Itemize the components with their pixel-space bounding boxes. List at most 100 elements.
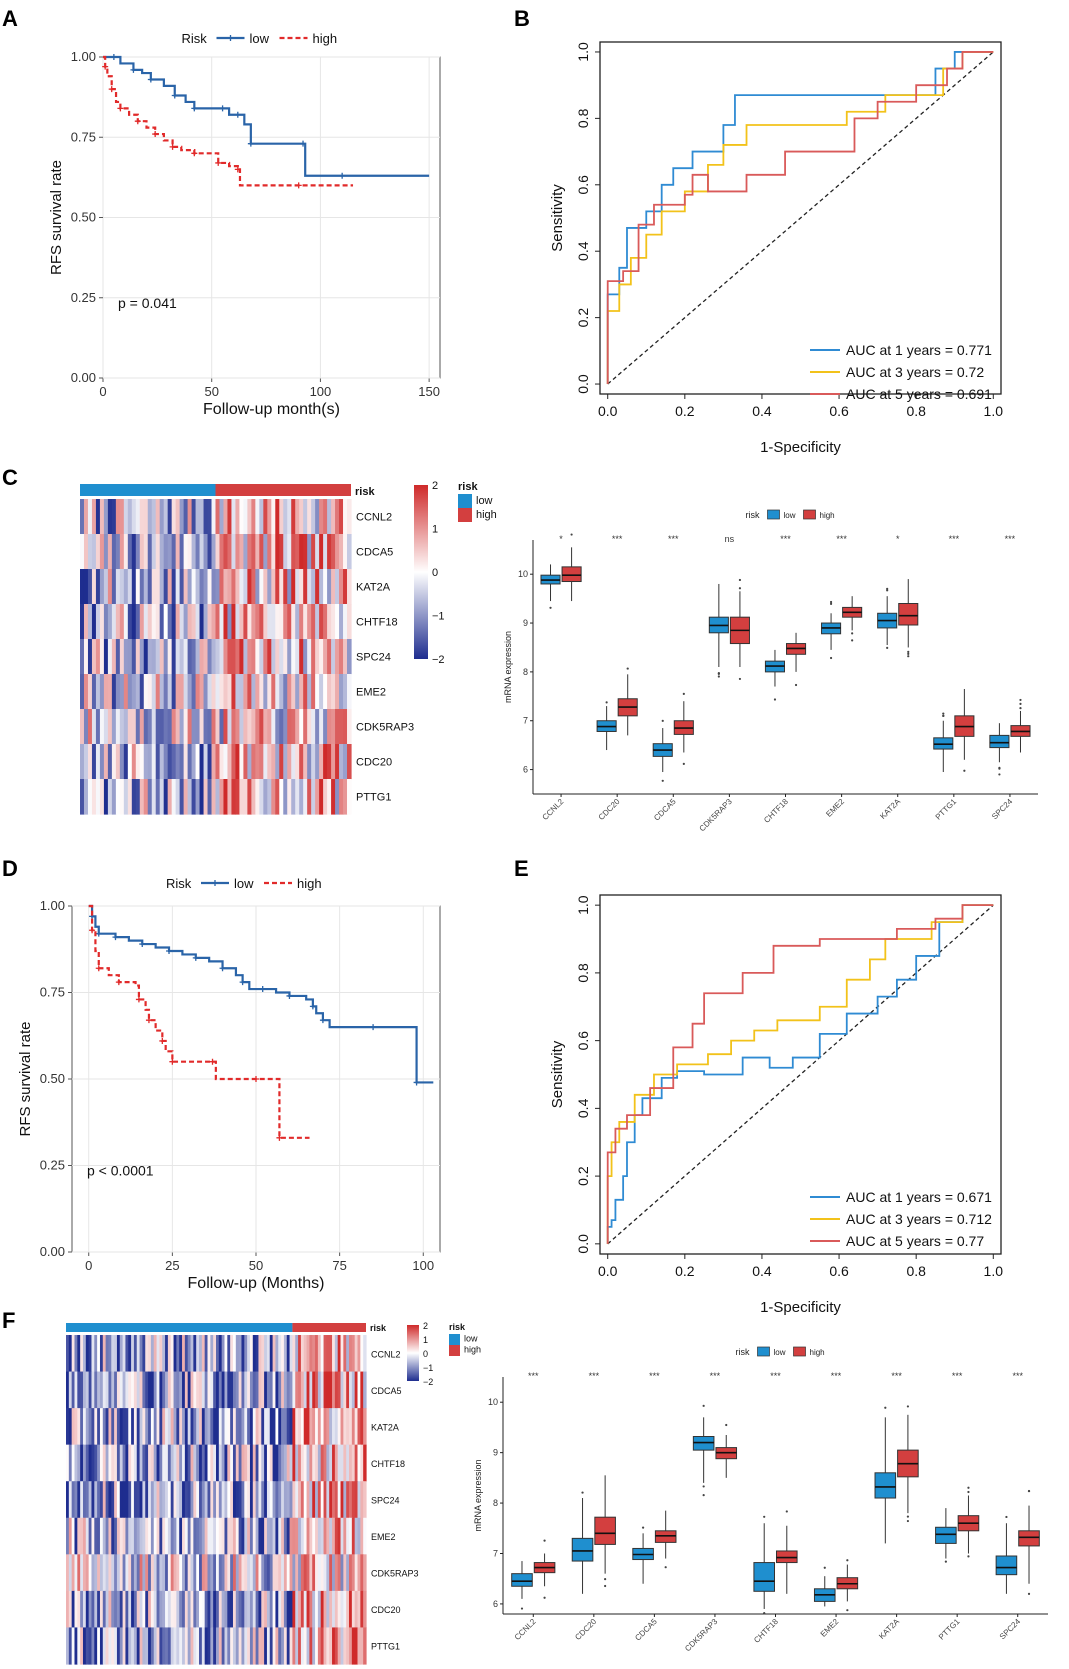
heatmap-cell <box>191 779 197 815</box>
heatmap-cell <box>244 1590 248 1629</box>
heatmap-cell <box>235 709 241 745</box>
heatmap-cell <box>163 744 169 780</box>
heatmap-cell <box>241 1627 245 1665</box>
heatmap-cell <box>272 1371 277 1409</box>
heatmap-cell <box>252 1335 257 1373</box>
color-scale-tick: 2 <box>423 1321 428 1331</box>
heatmap-cell <box>215 709 221 745</box>
heatmap-cell <box>91 779 97 815</box>
heatmap-cell <box>80 674 85 710</box>
heatmap-cell <box>179 779 185 815</box>
heatmap-cell <box>107 499 113 535</box>
heatmap-cell <box>343 674 348 710</box>
heatmap-cell <box>99 1371 104 1409</box>
heatmap-cell <box>139 1627 144 1665</box>
heatmap-cell <box>320 1554 325 1592</box>
heatmap-cell <box>339 779 344 815</box>
heatmap-cell <box>346 1554 350 1592</box>
box-high <box>561 566 582 583</box>
annotation-legend-label-low: low <box>464 1334 478 1344</box>
heatmap-cell <box>279 744 284 780</box>
annotation-title: risk <box>370 1323 387 1333</box>
heatmap-cell <box>283 1627 288 1665</box>
heatmap-cell <box>231 744 237 780</box>
censor-mark <box>110 54 117 60</box>
heatmap-cell <box>349 1590 353 1629</box>
censor-mark <box>209 1058 216 1065</box>
heatmap-cell <box>155 569 161 605</box>
outlier-point <box>944 1560 947 1563</box>
heatmap-cell <box>115 744 121 780</box>
heatmap-cell <box>71 1444 76 1482</box>
heatmap-cell <box>153 1335 158 1373</box>
heatmap-cell <box>159 709 165 745</box>
heatmap-cell <box>91 499 97 535</box>
heatmap-cell <box>238 1590 243 1629</box>
heatmap-cell <box>309 1481 313 1519</box>
heatmap-cell <box>193 1590 197 1629</box>
heatmap-cell <box>264 1444 268 1482</box>
heatmap-cell <box>128 1517 132 1555</box>
heatmap-cell <box>334 1371 339 1409</box>
heatmap-cell <box>218 1371 223 1409</box>
heatmap-cell <box>235 1481 240 1519</box>
significance-label: *** <box>891 1371 902 1381</box>
heatmap-cell <box>128 1554 132 1592</box>
heatmap-cell <box>187 604 193 640</box>
heatmap-cell <box>235 1590 240 1629</box>
heatmap-cell <box>329 1554 333 1592</box>
heatmap-cell <box>291 744 296 780</box>
y-tick-label: 6 <box>523 765 528 775</box>
heatmap-cell <box>267 674 272 710</box>
heatmap-cell <box>298 1627 302 1665</box>
heatmap-cell <box>354 1554 359 1592</box>
heatmap-cell <box>315 639 320 675</box>
heatmap-cell <box>326 1408 330 1446</box>
heatmap-cell <box>167 1590 172 1629</box>
heatmap-cell <box>131 1335 135 1373</box>
heatmap-cell <box>223 639 229 675</box>
heatmap-cell <box>326 1481 330 1519</box>
heatmap-cell <box>267 639 272 675</box>
heatmap-cell <box>218 1444 223 1482</box>
heatmap-cell <box>179 1335 183 1373</box>
heatmap-cell <box>261 1627 265 1665</box>
heatmap-cell <box>159 1517 163 1555</box>
heatmap-cell <box>263 604 268 640</box>
heatmap-cell <box>179 1554 183 1592</box>
heatmap-cell <box>115 639 121 675</box>
heatmap-cell <box>111 639 117 675</box>
heatmap-cell <box>111 744 117 780</box>
heatmap-cell <box>128 1590 132 1629</box>
heatmap-cell <box>116 1554 121 1592</box>
outlier-point <box>549 606 552 609</box>
heatmap-cell <box>179 1481 183 1519</box>
heatmap-cell <box>207 709 213 745</box>
heatmap-cell <box>239 674 244 710</box>
heatmap-cell <box>91 1554 95 1592</box>
heatmap-cell <box>87 709 93 745</box>
heatmap-cell <box>155 744 161 780</box>
heatmap-cell <box>199 1554 203 1592</box>
censor-mark <box>147 76 154 83</box>
heatmap-cell <box>199 1371 203 1409</box>
censor-mark <box>300 140 307 147</box>
annotation-legend-label-high: high <box>464 1345 481 1355</box>
heatmap-cell <box>309 1371 313 1409</box>
heatmap-cell <box>147 604 153 640</box>
heatmap-cell <box>215 569 221 605</box>
censor-mark <box>112 934 119 941</box>
heatmap-cell <box>105 1627 110 1665</box>
heatmap-cell <box>190 1335 194 1373</box>
heatmap-cell <box>266 1554 271 1592</box>
gene-label: CDK5RAP3 <box>371 1569 419 1579</box>
heatmap-cell <box>111 499 117 535</box>
heatmap-cell <box>323 779 328 815</box>
heatmap-cell <box>204 1554 209 1592</box>
category-label: CDCA5 <box>652 797 678 823</box>
heatmap-cell <box>170 1444 175 1482</box>
heatmap-cell <box>219 569 225 605</box>
heatmap-cell <box>243 639 248 675</box>
heatmap-cell <box>176 1554 180 1592</box>
heatmap-cell <box>142 1590 146 1629</box>
